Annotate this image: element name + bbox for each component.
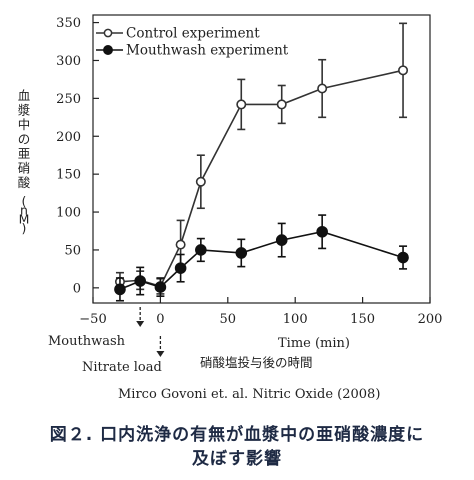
data-point xyxy=(276,99,287,110)
mouthwash-arrow-head xyxy=(136,321,145,327)
data-point xyxy=(134,275,146,287)
legend-label: Mouthwash experiment xyxy=(126,43,289,59)
legend-label: Control experiment xyxy=(126,26,260,42)
x-axis-label-jp: 硝酸塩投与後の時間 xyxy=(200,355,313,370)
x-tick-label: 50 xyxy=(220,312,237,327)
series-line xyxy=(119,69,404,288)
data-point xyxy=(174,262,187,274)
y-tick-label: 250 xyxy=(56,92,81,107)
x-axis-label: Time (min) xyxy=(278,336,350,351)
figure-caption-line2: 及ぼす影響 xyxy=(192,449,282,469)
legend-marker xyxy=(103,45,113,55)
y-tick-label: 150 xyxy=(56,168,81,183)
annotation-mouthwash: Mouthwash xyxy=(48,334,126,349)
x-tick-label: −50 xyxy=(79,312,106,327)
axes: 0 50 100 150 200 250 300 350 −50 0 50 100 150 200 xyxy=(56,14,443,357)
nitrate-arrow-head xyxy=(156,351,165,357)
series-mouthwash xyxy=(114,214,409,302)
data-point xyxy=(154,281,167,293)
y-tick-label: 100 xyxy=(56,206,81,221)
data-point xyxy=(175,239,186,250)
nitrite-chart: 0 50 100 150 200 250 300 350 −50 0 50 100 150 200 Con… xyxy=(18,14,443,402)
x-tick-label: 150 xyxy=(350,312,375,327)
y-tick-label: 350 xyxy=(56,16,81,31)
series-control xyxy=(114,22,409,295)
y-tick-label: 300 xyxy=(56,54,81,69)
plot-frame xyxy=(92,14,431,304)
plot-area xyxy=(114,22,409,302)
y-tick-label: 50 xyxy=(64,243,81,258)
data-point xyxy=(236,99,247,110)
data-point xyxy=(397,251,409,264)
y-tick-label: 0 xyxy=(73,281,81,296)
data-point xyxy=(317,83,328,94)
data-point xyxy=(316,225,328,238)
x-tick-label: 200 xyxy=(418,312,443,327)
data-point xyxy=(195,244,207,256)
legend-marker xyxy=(103,28,113,38)
data-point xyxy=(275,234,288,246)
y-tick-label: 200 xyxy=(56,130,81,145)
y-axis-label: 血漿中の亜硝酸(n M) xyxy=(18,88,31,236)
x-tick-label: 0 xyxy=(156,312,164,327)
annotation-nitrate-load: Nitrate load xyxy=(82,360,162,375)
x-tick-label: 100 xyxy=(283,312,308,327)
data-point xyxy=(195,176,206,187)
data-point xyxy=(114,283,126,296)
source-citation: Mirco Govoni et. al. Nitric Oxide (2008) xyxy=(118,387,380,402)
data-point xyxy=(398,65,409,76)
figure-caption-line1: 図２. 口内洗浄の有無が血漿中の亜硝酸濃度に xyxy=(49,425,425,445)
data-point xyxy=(235,247,248,259)
